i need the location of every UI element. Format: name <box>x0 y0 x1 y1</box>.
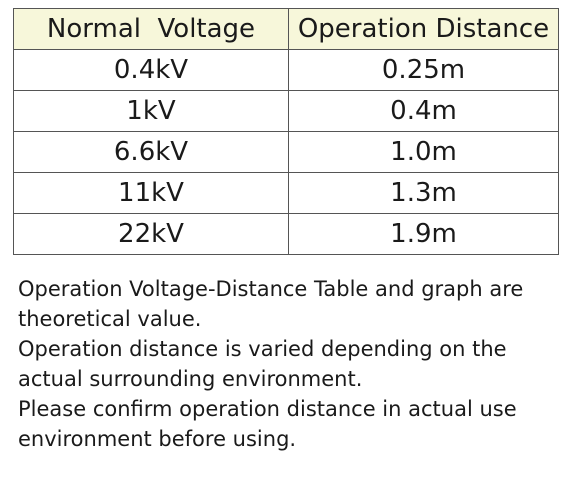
table-row: 1kV 0.4m <box>13 90 559 132</box>
header-operation-distance: Operation Distance <box>288 8 559 50</box>
voltage-cell: 1kV <box>13 90 289 132</box>
voltage-cell: 22kV <box>13 213 289 255</box>
distance-cell: 1.3m <box>288 172 559 214</box>
table-row: 6.6kV 1.0m <box>13 131 559 173</box>
note-line: Please confirm operation distance in act… <box>18 397 517 421</box>
note-line: actual surrounding environment. <box>18 367 363 391</box>
table-row: 0.4kV 0.25m <box>13 49 559 91</box>
voltage-cell: 0.4kV <box>13 49 289 91</box>
note-line: environment before using. <box>18 427 297 451</box>
voltage-cell: 11kV <box>13 172 289 214</box>
voltage-cell: 6.6kV <box>13 131 289 173</box>
distance-cell: 1.9m <box>288 213 559 255</box>
voltage-distance-table: Normal Voltage Operation Distance 0.4kV … <box>13 8 559 255</box>
note-line: Operation distance is varied depending o… <box>18 337 507 361</box>
note-line: Operation Voltage-Distance Table and gra… <box>18 277 524 301</box>
header-normal-voltage: Normal Voltage <box>13 8 289 50</box>
distance-cell: 0.4m <box>288 90 559 132</box>
note-line: theoretical value. <box>18 307 202 331</box>
notes-block: Operation Voltage-Distance Table and gra… <box>18 274 558 454</box>
distance-cell: 0.25m <box>288 49 559 91</box>
table-row: 22kV 1.9m <box>13 213 559 255</box>
distance-cell: 1.0m <box>288 131 559 173</box>
table-header-row: Normal Voltage Operation Distance <box>13 8 559 50</box>
table-row: 11kV 1.3m <box>13 172 559 214</box>
